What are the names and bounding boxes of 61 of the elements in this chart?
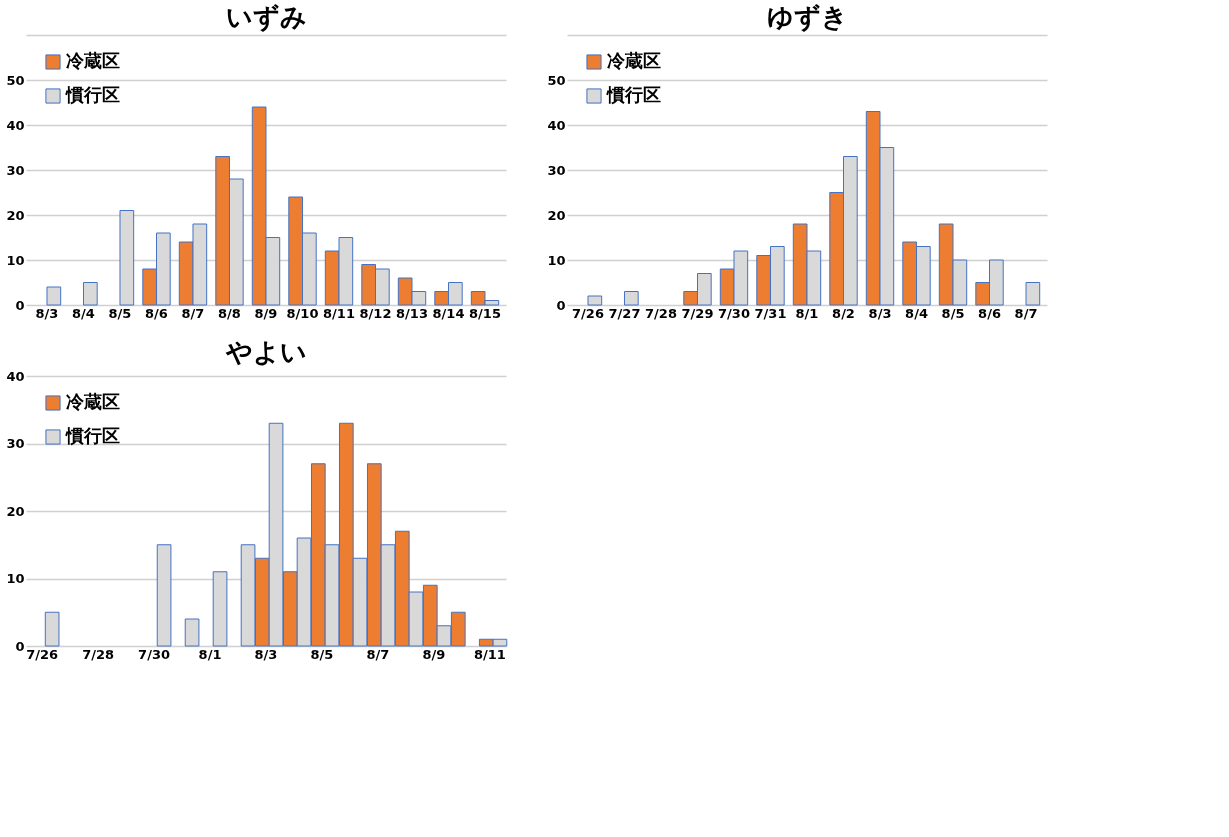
x-tick-label: 8/13 <box>396 305 428 321</box>
x-tick-label: 7/27 <box>608 305 641 321</box>
legend-label: 冷蔵区 <box>607 50 661 71</box>
x-tick-label: 8/4 <box>72 305 95 321</box>
chart-title: ゆずき <box>766 2 848 32</box>
y-tick-label: 30 <box>6 162 25 178</box>
y-tick-label: 40 <box>6 368 25 384</box>
y-tick-label: 0 <box>15 297 25 313</box>
y-tick-label: 50 <box>6 72 25 88</box>
y-tick-label: 20 <box>6 207 25 223</box>
x-tick-label: 8/1 <box>795 305 819 321</box>
x-tick-label: 8/5 <box>310 646 334 662</box>
y-tick-label: 10 <box>547 252 566 268</box>
x-tick-label: 7/30 <box>138 646 170 662</box>
x-tick-label: 8/9 <box>422 646 446 662</box>
x-tick-label: 7/28 <box>82 646 115 662</box>
x-tick-label: 8/8 <box>218 305 241 321</box>
x-tick-label: 8/1 <box>198 646 222 662</box>
legend-label: 慣行区 <box>65 84 120 105</box>
x-tick-label: 8/3 <box>35 305 59 321</box>
x-tick-label: 8/7 <box>366 646 390 662</box>
x-tick-label: 8/4 <box>905 305 928 321</box>
chart-title: やよい <box>224 337 307 367</box>
x-tick-label: 8/14 <box>432 305 465 321</box>
x-tick-label: 8/3 <box>254 646 278 662</box>
y-tick-label: 30 <box>6 436 25 451</box>
legend-label: 慣行区 <box>606 84 661 105</box>
x-tick-label: 8/11 <box>473 646 506 662</box>
x-tick-label: 8/7 <box>1014 305 1038 321</box>
x-tick-label: 8/7 <box>181 305 205 321</box>
x-tick-label: 8/11 <box>323 305 355 321</box>
y-tick-label: 20 <box>6 503 25 519</box>
x-tick-label: 7/29 <box>681 305 714 321</box>
x-tick-label: 8/12 <box>359 305 392 321</box>
legend-label: 冷蔵区 <box>66 50 120 71</box>
x-tick-label: 8/5 <box>108 305 132 321</box>
y-tick-label: 20 <box>547 207 566 223</box>
x-tick-label: 8/6 <box>145 305 168 321</box>
x-tick-label: 8/3 <box>868 305 892 321</box>
x-tick-label: 7/31 <box>754 305 787 321</box>
y-tick-label: 0 <box>15 638 25 654</box>
y-tick-label: 0 <box>556 297 566 313</box>
x-tick-label: 8/2 <box>832 305 855 321</box>
x-tick-label: 8/6 <box>978 305 1001 321</box>
x-tick-label: 8/15 <box>469 305 501 321</box>
y-tick-label: 30 <box>547 162 566 178</box>
x-tick-label: 8/9 <box>254 305 278 321</box>
x-tick-label: 8/10 <box>286 305 319 321</box>
y-tick-label: 40 <box>6 117 25 133</box>
x-tick-label: 7/30 <box>718 305 750 321</box>
x-tick-label: 7/26 <box>26 646 59 662</box>
legend-label: 慣行区 <box>65 425 120 446</box>
x-tick-label: 7/28 <box>645 305 677 321</box>
y-tick-label: 40 <box>547 117 566 133</box>
y-tick-label: 10 <box>6 571 25 586</box>
legend-label: 冷蔵区 <box>66 391 120 412</box>
y-tick-label: 10 <box>6 252 25 268</box>
chart-title: いずみ <box>225 2 307 32</box>
y-tick-label: 50 <box>547 72 566 88</box>
x-tick-label: 7/26 <box>572 305 604 321</box>
x-tick-label: 8/5 <box>941 305 965 321</box>
